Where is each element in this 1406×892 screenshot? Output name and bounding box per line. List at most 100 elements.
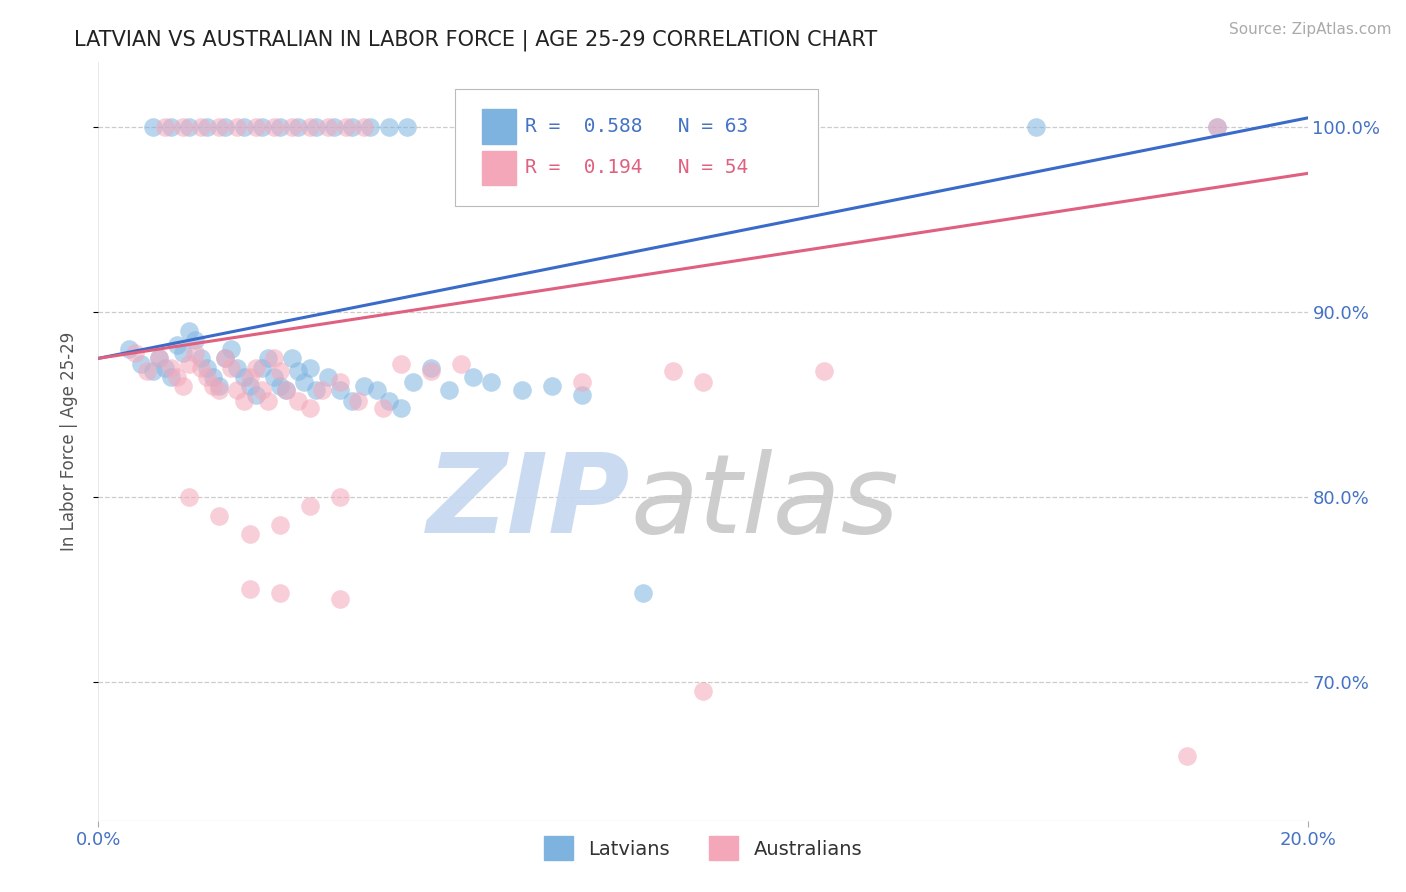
Bar — [482, 151, 516, 186]
Point — [239, 582, 262, 597]
Point — [347, 393, 370, 408]
Point — [142, 120, 165, 135]
Point — [389, 401, 412, 416]
Point — [420, 364, 443, 378]
Point — [172, 120, 194, 135]
Point — [316, 120, 339, 135]
Point — [1206, 120, 1229, 135]
Text: ZIP: ZIP — [427, 449, 630, 556]
Point — [263, 369, 285, 384]
Text: Source: ZipAtlas.com: Source: ZipAtlas.com — [1229, 22, 1392, 37]
Point — [166, 338, 188, 352]
Point — [232, 369, 254, 384]
Point — [160, 369, 183, 384]
Point — [208, 379, 231, 393]
Point — [148, 351, 170, 366]
Point — [214, 351, 236, 366]
Point — [269, 379, 291, 393]
Y-axis label: In Labor Force | Age 25-29: In Labor Force | Age 25-29 — [59, 332, 77, 551]
Point — [142, 364, 165, 378]
Point — [221, 342, 243, 356]
Point — [232, 120, 254, 135]
Point — [184, 345, 207, 359]
Point — [305, 120, 328, 135]
Point — [269, 517, 291, 532]
Point — [179, 324, 201, 338]
Point — [299, 401, 322, 416]
Point — [214, 120, 236, 135]
Point — [353, 379, 375, 393]
Point — [329, 383, 352, 397]
Point — [184, 333, 207, 347]
Point — [135, 364, 157, 378]
Point — [195, 120, 218, 135]
Point — [402, 376, 425, 390]
Point — [420, 360, 443, 375]
Point — [661, 364, 683, 378]
Point — [190, 360, 212, 375]
Point — [395, 120, 418, 135]
Point — [353, 120, 375, 135]
Point — [208, 383, 231, 397]
Legend: Latvians, Australians: Latvians, Australians — [544, 837, 862, 860]
Point — [329, 376, 352, 390]
Point — [153, 120, 176, 135]
Point — [389, 357, 412, 371]
Point — [172, 345, 194, 359]
Point — [335, 120, 357, 135]
Point — [342, 393, 364, 408]
Point — [1024, 120, 1046, 135]
Point — [179, 357, 201, 371]
Point — [160, 120, 183, 135]
Point — [360, 120, 382, 135]
Point — [256, 393, 278, 408]
Point — [274, 383, 297, 397]
Point — [292, 376, 315, 390]
Point — [221, 360, 243, 375]
Point — [287, 364, 309, 378]
Point — [692, 376, 714, 390]
Point — [571, 376, 593, 390]
Point — [239, 369, 262, 384]
Point — [263, 120, 285, 135]
Point — [226, 383, 249, 397]
Point — [377, 120, 399, 135]
Text: atlas: atlas — [630, 449, 898, 556]
Point — [329, 591, 352, 606]
Point — [450, 357, 472, 371]
Point — [316, 369, 339, 384]
Point — [245, 360, 267, 375]
Point — [179, 490, 201, 504]
Point — [166, 369, 188, 384]
Point — [148, 351, 170, 366]
Point — [311, 383, 333, 397]
Point — [299, 500, 322, 514]
Point — [540, 379, 562, 393]
Point — [269, 586, 291, 600]
Point — [250, 360, 273, 375]
Point — [250, 383, 273, 397]
Point — [239, 379, 262, 393]
Point — [195, 369, 218, 384]
Point — [287, 393, 309, 408]
Point — [377, 393, 399, 408]
Point — [190, 351, 212, 366]
Point — [202, 369, 225, 384]
Point — [1206, 120, 1229, 135]
Point — [692, 684, 714, 698]
Point — [299, 120, 322, 135]
Point — [124, 345, 146, 359]
Point — [129, 357, 152, 371]
Point — [232, 393, 254, 408]
Point — [510, 383, 533, 397]
Point — [245, 388, 267, 402]
Point — [202, 379, 225, 393]
Point — [269, 120, 291, 135]
Point — [153, 360, 176, 375]
Point — [329, 490, 352, 504]
Point — [190, 120, 212, 135]
Point — [631, 586, 654, 600]
Point — [305, 383, 328, 397]
Point — [571, 388, 593, 402]
Point — [281, 120, 304, 135]
